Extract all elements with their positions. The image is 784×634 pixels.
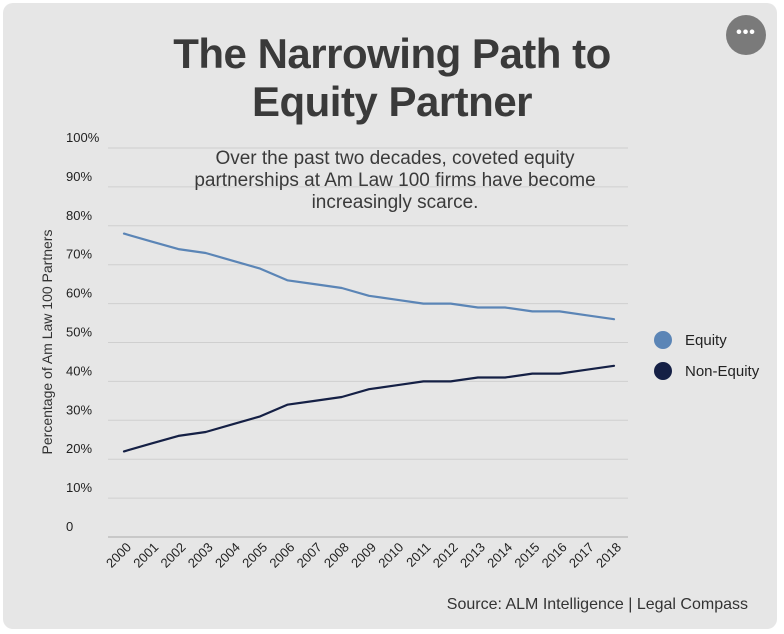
chart-card <box>3 3 777 629</box>
legend-swatch-non-equity <box>654 362 672 380</box>
x-tick-label: 2008 <box>321 540 352 571</box>
x-tick-label: 2015 <box>511 540 542 571</box>
y-tick-label: 100% <box>66 130 100 145</box>
y-tick-label: 0 <box>66 519 73 534</box>
non-equity-line <box>122 364 616 453</box>
x-tick-label: 2010 <box>375 540 406 571</box>
x-tick-label: 2002 <box>158 540 189 571</box>
legend-item-equity[interactable]: Equity <box>654 328 759 352</box>
x-tick-label: 2011 <box>403 540 433 570</box>
x-tick-label: 2003 <box>185 540 216 571</box>
y-tick-label: 20% <box>66 441 92 456</box>
y-tick-label: 10% <box>66 480 92 495</box>
more-options-button[interactable]: ••• <box>726 15 766 55</box>
legend-label-non-equity: Non-Equity <box>685 362 760 380</box>
x-tick-label: 2007 <box>294 540 325 571</box>
chart-legend: Equity Non-Equity <box>654 328 759 390</box>
x-tick-label: 2001 <box>130 540 161 571</box>
equity-line <box>122 232 616 321</box>
x-tick-label: 2009 <box>348 540 379 571</box>
y-tick-label: 90% <box>66 169 92 184</box>
y-tick-label: 40% <box>66 363 92 378</box>
x-tick-label: 2013 <box>457 540 488 571</box>
y-tick-label: 60% <box>66 286 92 301</box>
y-tick-label: 80% <box>66 208 92 223</box>
x-tick-label: 2018 <box>593 540 624 571</box>
x-tick-label: 2000 <box>103 540 134 571</box>
y-tick-label: 50% <box>66 325 92 340</box>
x-tick-label: 2016 <box>539 540 570 571</box>
title-line-2: Equity Partner <box>251 78 533 125</box>
source-note: Source: ALM Intelligence | Legal Compass <box>446 596 748 613</box>
y-axis-label: Percentage of Am Law 100 Partners <box>39 230 55 455</box>
chart-title: The Narrowing Path to Equity Partner <box>0 30 784 126</box>
legend-label-equity: Equity <box>685 331 727 349</box>
title-line-1: The Narrowing Path to <box>173 30 611 77</box>
y-tick-label: 70% <box>66 247 92 262</box>
chart-subtitle: Over the past two decades, coveted equit… <box>194 148 596 213</box>
x-tick-label: 2005 <box>239 540 270 571</box>
legend-swatch-equity <box>654 331 672 349</box>
x-tick-label: 2006 <box>266 540 297 571</box>
x-tick-label: 2004 <box>212 540 243 571</box>
x-tick-label: 2012 <box>430 540 461 571</box>
x-tick-label: 2014 <box>484 540 515 571</box>
x-tick-label: 2017 <box>566 540 597 571</box>
y-tick-label: 30% <box>66 402 92 417</box>
legend-item-non-equity[interactable]: Non-Equity <box>654 359 759 383</box>
